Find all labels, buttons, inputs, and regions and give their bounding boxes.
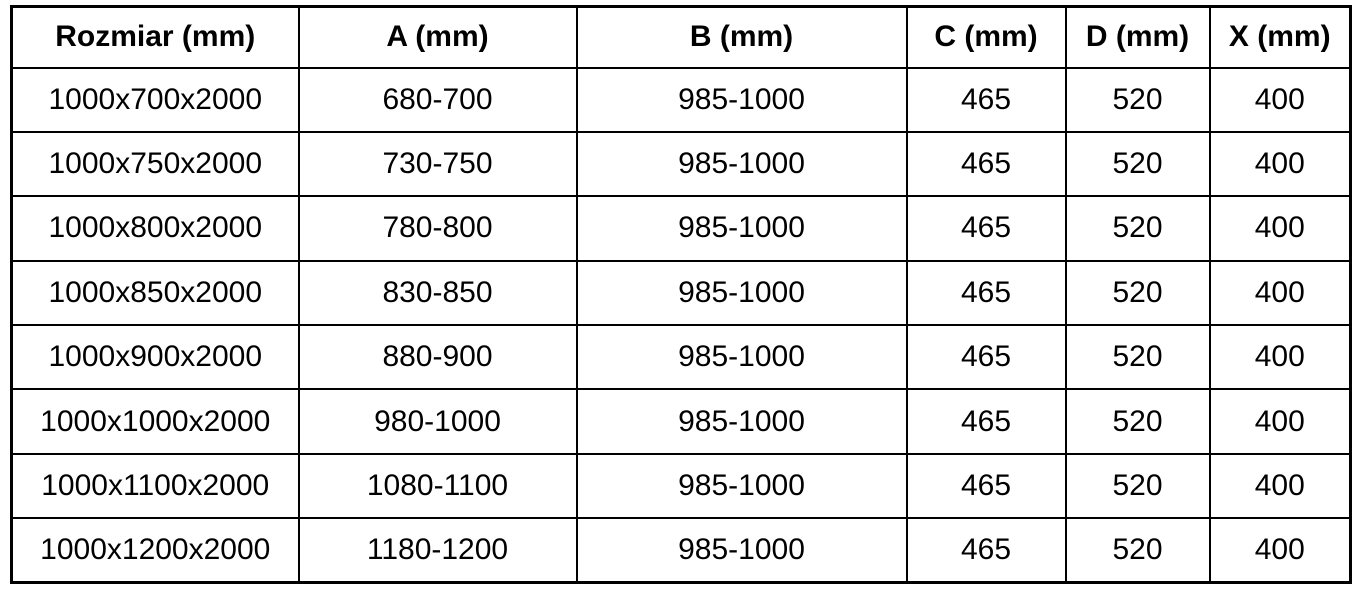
size-spec-table: Rozmiar (mm) A (mm) B (mm) C (mm) D (mm)… <box>10 5 1352 584</box>
header-cell-a: A (mm) <box>297 5 578 69</box>
table-cell: 985-1000 <box>575 388 908 455</box>
table-row: 1000x850x2000 830-850 985-1000 465 520 400 <box>10 259 1352 327</box>
table-row: 1000x700x2000 680-700 985-1000 465 520 400 <box>10 66 1352 133</box>
table-cell: 400 <box>1208 452 1352 520</box>
table-row: 1000x900x2000 880-900 985-1000 465 520 400 <box>10 323 1352 391</box>
table-row: 1000x1100x2000 1080-1100 985-1000 465 520 400 <box>10 452 1352 520</box>
table-cell: 465 <box>905 452 1067 520</box>
table-cell: 520 <box>1064 323 1211 391</box>
table-cell: 985-1000 <box>575 517 908 584</box>
table-cell: 400 <box>1208 259 1352 327</box>
table-cell: 400 <box>1208 130 1352 198</box>
header-cell-d: D (mm) <box>1064 5 1211 69</box>
table-cell: 520 <box>1064 259 1211 327</box>
table-header-row: Rozmiar (mm) A (mm) B (mm) C (mm) D (mm)… <box>10 5 1352 69</box>
table-cell: 780-800 <box>297 195 578 262</box>
table-cell: 400 <box>1208 517 1352 584</box>
table-cell: 1000x900x2000 <box>10 323 300 391</box>
table-cell: 1000x700x2000 <box>10 66 300 133</box>
table-cell: 1000x1000x2000 <box>10 388 300 455</box>
table-cell: 985-1000 <box>575 323 908 391</box>
table-cell: 465 <box>905 195 1067 262</box>
table-row: 1000x750x2000 730-750 985-1000 465 520 400 <box>10 130 1352 198</box>
table-body: 1000x700x2000 680-700 985-1000 465 520 400 100… <box>10 66 1352 584</box>
header-cell-rozmiar: Rozmiar (mm) <box>10 5 300 69</box>
table-cell: 680-700 <box>297 66 578 133</box>
header-cell-c: C (mm) <box>905 5 1067 69</box>
table-cell: 520 <box>1064 388 1211 455</box>
header-cell-b: B (mm) <box>575 5 908 69</box>
table-row: 1000x800x2000 780-800 985-1000 465 520 400 <box>10 195 1352 262</box>
table-cell: 1000x850x2000 <box>10 259 300 327</box>
table-cell: 520 <box>1064 195 1211 262</box>
table-cell: 520 <box>1064 452 1211 520</box>
table-cell: 1000x1200x2000 <box>10 517 300 584</box>
table-cell: 520 <box>1064 66 1211 133</box>
table-row: 1000x1000x2000 980-1000 985-1000 465 520 400 <box>10 388 1352 455</box>
table-cell: 520 <box>1064 130 1211 198</box>
table-cell: 465 <box>905 388 1067 455</box>
table-cell: 1000x1100x2000 <box>10 452 300 520</box>
table-cell: 520 <box>1064 517 1211 584</box>
table-cell: 985-1000 <box>575 195 908 262</box>
table-cell: 465 <box>905 130 1067 198</box>
table-cell: 465 <box>905 323 1067 391</box>
table-cell: 880-900 <box>297 323 578 391</box>
table-cell: 1180-1200 <box>297 517 578 584</box>
table-cell: 1000x800x2000 <box>10 195 300 262</box>
table-cell: 985-1000 <box>575 130 908 198</box>
table-cell: 400 <box>1208 66 1352 133</box>
table-cell: 1080-1100 <box>297 452 578 520</box>
table-cell: 985-1000 <box>575 452 908 520</box>
table-row: 1000x1200x2000 1180-1200 985-1000 465 520 400 <box>10 517 1352 584</box>
header-cell-x: X (mm) <box>1208 5 1352 69</box>
table-cell: 730-750 <box>297 130 578 198</box>
table-cell: 465 <box>905 66 1067 133</box>
table-cell: 465 <box>905 259 1067 327</box>
table-cell: 985-1000 <box>575 259 908 327</box>
table-cell: 985-1000 <box>575 66 908 133</box>
table-cell: 400 <box>1208 323 1352 391</box>
table-cell: 465 <box>905 517 1067 584</box>
table-cell: 400 <box>1208 195 1352 262</box>
table-cell: 1000x750x2000 <box>10 130 300 198</box>
table-cell: 980-1000 <box>297 388 578 455</box>
table-cell: 830-850 <box>297 259 578 327</box>
table-cell: 400 <box>1208 388 1352 455</box>
